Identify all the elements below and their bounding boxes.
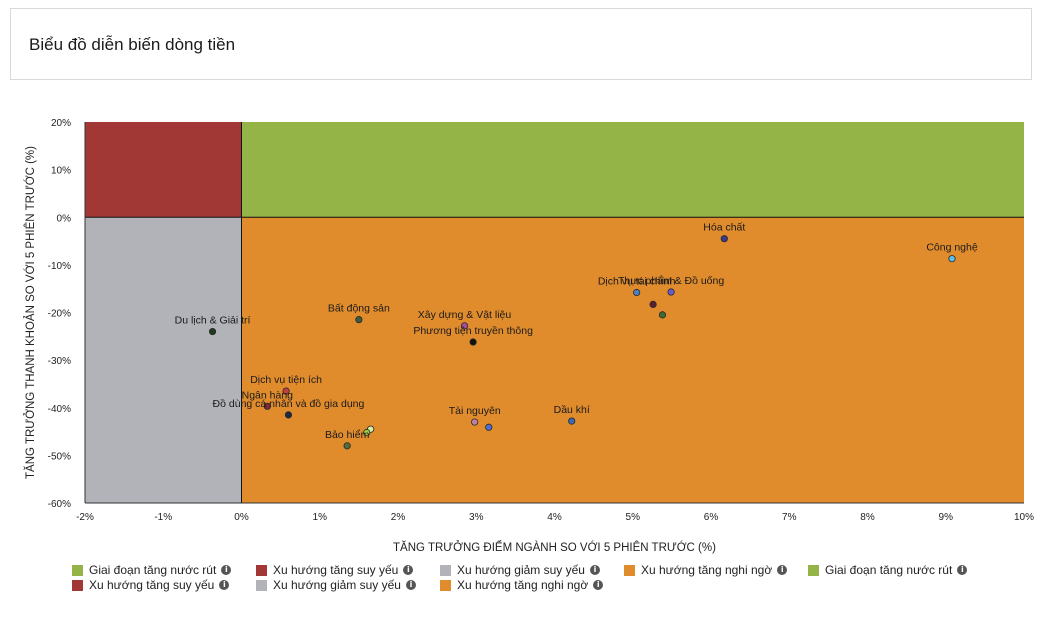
x-tick-label: 8% <box>860 512 875 523</box>
legend-label: Xu hướng giảm suy yếu <box>273 578 401 592</box>
data-point <box>720 235 728 243</box>
y-tick-label: -60% <box>48 499 71 510</box>
x-tick-label: 5% <box>626 512 641 523</box>
legend-item[interactable]: Xu hướng giảm suy yếu i <box>440 563 600 577</box>
legend-swatch <box>256 564 267 576</box>
x-tick-label: -2% <box>76 512 94 523</box>
data-point <box>460 322 469 330</box>
y-tick-label: -20% <box>48 309 71 320</box>
info-icon[interactable]: i <box>589 565 600 575</box>
data-point <box>282 387 290 395</box>
legend-row-2: Xu hướng tăng suy yếu i Xu hướng giảm su… <box>72 578 1032 593</box>
y-tick-label: 10% <box>51 166 71 177</box>
data-point <box>208 327 217 336</box>
data-label: Xây dựng & Vật liệu <box>418 309 512 321</box>
scatter-chart: 20% 10% 0% -10% -20% -30% -40% -50% -60% -2% -1% 0%… <box>24 118 1034 554</box>
data-label: Đồ dùng cá nhân và đồ gia dụng <box>213 398 365 410</box>
x-tick-label: 10% <box>1014 512 1034 523</box>
legend-item[interactable]: Xu hướng tăng nghi ngờ i <box>440 578 604 592</box>
x-axis-label: TĂNG TRƯỞNG ĐIỂM NGÀNH SO VỚI 5 PHIÊN TR… <box>393 541 716 554</box>
y-tick-label: -30% <box>48 356 71 367</box>
info-icon[interactable]: i <box>777 565 788 575</box>
data-point <box>469 338 477 346</box>
y-tick-label: -40% <box>48 404 71 415</box>
data-label: Ngân hàng <box>242 389 294 401</box>
data-label: Du lịch & Giải trí <box>175 315 251 327</box>
data-point <box>649 300 657 309</box>
data-point <box>485 423 493 431</box>
data-label: Công nghệ <box>926 242 978 254</box>
info-icon[interactable]: i <box>593 580 604 590</box>
data-label: Bảo hiểm <box>325 429 370 441</box>
legend-label: Xu hướng giảm suy yếu <box>457 563 585 577</box>
data-label: Hóa chất <box>703 222 745 234</box>
y-tick-label: 20% <box>51 118 71 129</box>
page-title: Biểu đồ diễn biến dòng tiền <box>29 35 236 54</box>
data-label: Bất động sản <box>328 303 390 315</box>
legend-swatch <box>72 579 83 591</box>
y-tick-label: -50% <box>48 451 71 462</box>
data-point <box>948 255 956 263</box>
data-point <box>355 316 363 324</box>
data-point <box>667 288 675 296</box>
legend-swatch <box>808 564 819 576</box>
legend-label: Xu hướng tăng suy yếu <box>89 578 215 592</box>
y-tick-label: 0% <box>57 213 72 224</box>
info-icon[interactable]: i <box>221 565 232 575</box>
y-tick-label: -10% <box>48 261 71 272</box>
data-label: Tài nguyên <box>449 405 501 417</box>
info-icon[interactable]: i <box>219 580 230 590</box>
x-tick-label: 0% <box>234 512 249 523</box>
data-label: Phương tiện truyền thông <box>413 325 533 337</box>
legend-label: Xu hướng tăng nghi ngờ <box>641 563 773 577</box>
legend-label: Giai đoạn tăng nước rút <box>89 563 217 577</box>
x-tick-label: 3% <box>469 512 484 523</box>
x-tick-label: 4% <box>547 512 562 523</box>
data-label: Dầu khí <box>554 404 590 416</box>
data-point <box>568 417 576 425</box>
legend-label: Xu hướng tăng suy yếu <box>273 563 399 577</box>
data-point <box>471 418 479 426</box>
data-label: Dịch vụ tài chính <box>598 275 676 287</box>
data-point <box>363 428 371 437</box>
legend-label: Giai đoạn tăng nước rút <box>825 563 953 577</box>
legend-item[interactable]: Xu hướng tăng suy yếu i <box>72 578 230 592</box>
legend-swatch <box>72 564 83 576</box>
info-icon[interactable]: i <box>405 580 416 590</box>
quadrant-top-left <box>85 122 242 218</box>
x-tick-label: -1% <box>154 512 172 523</box>
legend-swatch <box>624 564 635 576</box>
x-tick-label: 1% <box>313 512 328 523</box>
chart-header: Biểu đồ diễn biến dòng tiền <box>10 8 1032 80</box>
data-label: Dịch vụ tiện ích <box>250 374 322 386</box>
x-tick-label: 2% <box>391 512 406 523</box>
legend-label: Xu hướng tăng nghi ngờ <box>457 578 589 592</box>
legend-item[interactable]: Giai đoạn tăng nước rút i <box>808 563 968 577</box>
quadrant-bottom-left <box>85 217 242 503</box>
chart-legend: Giai đoạn tăng nước rút i Xu hướng tăng … <box>72 563 1032 593</box>
data-point <box>633 288 641 297</box>
info-icon[interactable]: i <box>957 565 968 575</box>
legend-item[interactable]: Giai đoạn tăng nước rút i <box>72 563 232 577</box>
data-point <box>343 442 351 450</box>
info-icon[interactable]: i <box>403 565 414 575</box>
y-axis-label: TĂNG TRƯỞNG THANH KHOẢN SO VỚI 5 PHIÊN T… <box>24 146 37 479</box>
data-label: Thực phẩm & Đồ uống <box>618 275 724 287</box>
legend-item[interactable]: Xu hướng tăng suy yếu i <box>256 563 414 577</box>
x-tick-label: 7% <box>782 512 797 523</box>
data-point <box>263 402 271 410</box>
quadrant-bottom-right <box>241 217 1024 503</box>
legend-swatch <box>440 564 451 576</box>
x-tick-label: 6% <box>704 512 719 523</box>
data-point <box>658 311 667 319</box>
x-tick-label: 9% <box>939 512 954 523</box>
legend-item[interactable]: Xu hướng tăng nghi ngờ i <box>624 563 788 577</box>
data-point <box>284 411 293 419</box>
legend-swatch <box>256 579 267 591</box>
legend-item[interactable]: Xu hướng giảm suy yếu i <box>256 578 416 592</box>
legend-row-1: Giai đoạn tăng nước rút i Xu hướng tăng … <box>72 563 1032 578</box>
quadrant-top-right <box>241 122 1024 218</box>
legend-swatch <box>440 579 451 591</box>
